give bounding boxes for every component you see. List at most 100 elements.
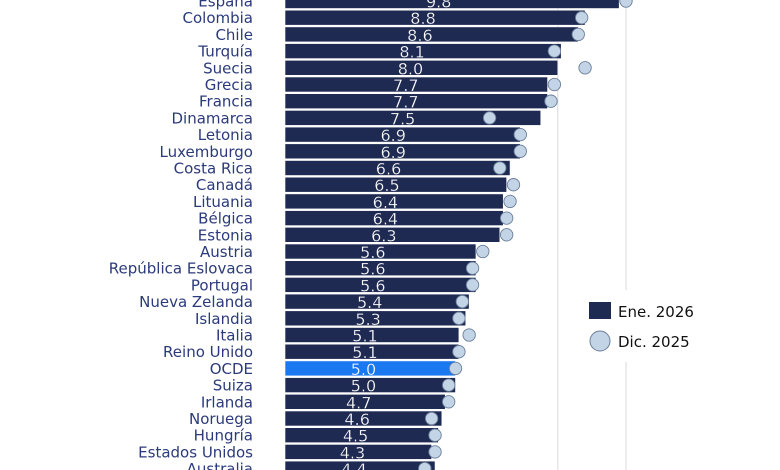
marker-republica-eslovaca <box>465 261 480 275</box>
marker-islandia <box>452 311 466 325</box>
category-label-hungria: Hungría <box>194 427 253 445</box>
marker-suiza <box>442 378 456 392</box>
bar-islandia <box>284 310 467 327</box>
marker-italia <box>462 328 476 342</box>
marker-francia <box>544 94 558 108</box>
category-label-costa-rica: Costa Rica <box>174 160 253 178</box>
category-label-nueva-zelanda: Nueva Zelanda <box>139 293 253 311</box>
value-label-australia: 4.4 <box>341 460 366 470</box>
marker-turquia <box>547 44 562 58</box>
category-label-luxemburgo: Luxemburgo <box>160 143 254 161</box>
bar-costa-rica <box>284 160 511 176</box>
value-label-hungria: 4.5 <box>343 427 368 446</box>
bar-dinamarca <box>284 110 542 126</box>
category-label-suiza: Suiza <box>213 377 253 395</box>
marker-hungria <box>428 428 442 442</box>
value-label-ocde: 5.0 <box>351 360 376 379</box>
value-label-austria: 5.6 <box>360 243 385 262</box>
legend-marker-dic-2025 <box>589 330 611 352</box>
bar-lituania <box>284 193 504 210</box>
bar-turquia <box>284 43 562 59</box>
category-label-noruega: Noruega <box>189 410 253 428</box>
value-label-letonia: 6.9 <box>381 126 406 145</box>
value-label-espana: 9.8 <box>426 0 451 12</box>
value-label-grecia: 7.7 <box>393 76 418 95</box>
bar-australia <box>284 460 436 470</box>
value-label-islandia: 5.3 <box>355 310 380 329</box>
value-label-noruega: 4.6 <box>344 410 369 429</box>
marker-estados-unidos <box>428 445 442 459</box>
category-label-espana: España <box>198 0 253 11</box>
marker-nueva-zelanda <box>455 294 469 309</box>
value-label-belgica: 6.4 <box>373 210 398 229</box>
category-labels: EspañaColombiaChileTurquíaSueciaGreciaFr… <box>109 0 253 470</box>
value-label-portugal: 5.6 <box>360 276 385 295</box>
category-label-italia: Italia <box>216 327 253 345</box>
bar-austria <box>284 243 477 260</box>
category-label-portugal: Portugal <box>191 276 253 294</box>
category-label-chile: Chile <box>215 26 253 44</box>
category-label-australia: Australia <box>187 460 253 470</box>
marker-noruega <box>424 411 439 426</box>
bars <box>284 0 620 470</box>
legend: Ene. 2026 Dic. 2025 <box>576 290 704 362</box>
marker-reino-unido <box>452 345 466 359</box>
grid-lines <box>557 0 627 470</box>
legend-label-dic-2025: Dic. 2025 <box>618 333 690 351</box>
marker-suecia <box>578 61 592 75</box>
marker-australia <box>418 461 432 470</box>
category-label-lituania: Lituania <box>193 193 253 211</box>
value-label-colombia: 8.8 <box>410 9 435 28</box>
marker-luxemburgo <box>513 144 527 158</box>
bar-suiza <box>284 377 456 393</box>
value-label-nueva-zelanda: 5.4 <box>357 293 382 312</box>
marker-costa-rica <box>493 161 507 175</box>
category-label-belgica: Bélgica <box>198 210 253 228</box>
marker-dinamarca <box>482 111 497 125</box>
marker-austria <box>476 244 490 259</box>
marker-belgica <box>499 211 514 225</box>
bar-italia <box>284 327 460 343</box>
bar-suecia <box>284 59 559 76</box>
markers <box>418 0 633 470</box>
value-label-luxemburgo: 6.9 <box>381 143 406 162</box>
bar-nueva-zelanda <box>284 293 470 310</box>
category-label-estados-unidos: Estados Unidos <box>138 443 253 461</box>
category-label-republica-eslovaca: República Eslovaca <box>109 260 253 278</box>
marker-espana <box>619 0 633 8</box>
value-label-chile: 8.6 <box>407 26 432 45</box>
marker-estonia <box>499 228 514 242</box>
value-label-irlanda: 4.7 <box>346 393 371 412</box>
marker-grecia <box>547 77 562 92</box>
value-label-republica-eslovaca: 5.6 <box>360 260 385 279</box>
bar-espana <box>284 0 620 9</box>
value-label-estados-unidos: 4.3 <box>340 443 365 462</box>
category-label-ocde: OCDE <box>210 360 253 378</box>
value-label-lituania: 6.4 <box>373 193 398 212</box>
category-label-irlanda: Irlanda <box>201 393 253 411</box>
bar-grecia <box>284 76 548 93</box>
bar-canada <box>284 176 507 193</box>
marker-irlanda <box>442 395 456 409</box>
category-label-letonia: Letonia <box>198 126 253 144</box>
value-label-estonia: 6.3 <box>371 226 396 245</box>
value-labels: 9.88.88.68.18.07.77.77.56.96.96.66.56.46… <box>340 0 452 470</box>
category-label-canada: Canadá <box>196 176 253 194</box>
category-label-austria: Austria <box>200 243 253 261</box>
value-label-suecia: 8.0 <box>398 59 423 78</box>
marker-lituania <box>503 194 517 209</box>
category-label-colombia: Colombia <box>183 9 254 27</box>
value-label-dinamarca: 7.5 <box>390 109 415 128</box>
category-label-estonia: Estonia <box>198 226 253 244</box>
category-label-dinamarca: Dinamarca <box>172 109 254 127</box>
marker-ocde <box>448 361 463 376</box>
marker-chile <box>571 27 585 42</box>
value-label-italia: 5.1 <box>352 327 377 346</box>
value-label-suiza: 5.0 <box>351 377 376 396</box>
category-label-grecia: Grecia <box>205 76 253 94</box>
marker-canada <box>506 178 521 192</box>
value-label-francia: 7.7 <box>393 93 418 112</box>
legend-swatch-ene-2026 <box>589 302 611 319</box>
marker-letonia <box>513 127 527 142</box>
